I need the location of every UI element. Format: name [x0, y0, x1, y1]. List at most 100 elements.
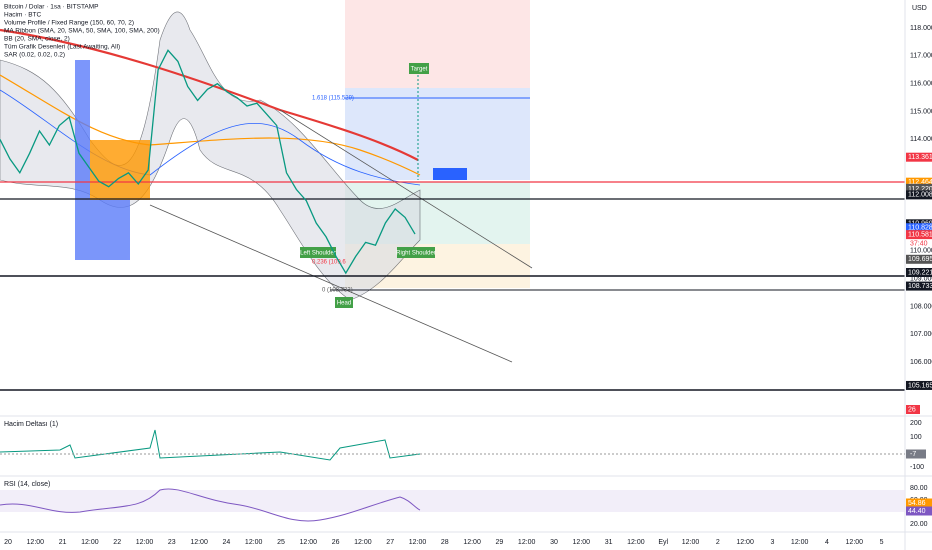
shoulder-box — [397, 247, 435, 258]
time-label: 12:00 — [300, 539, 318, 546]
time-label: 4 — [825, 539, 829, 546]
time-label: 5 — [880, 539, 884, 546]
rsi-title: RSI (14, close) — [4, 481, 50, 488]
delta-tick-label: 100 — [910, 434, 922, 441]
time-label: 12:00 — [136, 539, 154, 546]
time-label: 12:00 — [409, 539, 427, 546]
rsi-tick-label: 20.00 — [910, 521, 928, 528]
trend-line — [279, 109, 533, 269]
price-marker — [906, 177, 932, 187]
time-label: 12:00 — [627, 539, 645, 546]
time-label: 22 — [113, 539, 121, 546]
time-label: 12:00 — [791, 539, 809, 546]
price-tick-label: 114.000 — [910, 136, 932, 143]
time-label: 20 — [4, 539, 12, 546]
price-marker-label: 108.733 — [908, 283, 932, 290]
delta-tick-label: -100 — [910, 464, 924, 471]
time-label: 31 — [605, 539, 613, 546]
price-marker-label: 112.464 — [908, 179, 932, 186]
price-marker-label: 112.008 — [908, 192, 932, 199]
price-marker-label: 109.695 — [908, 256, 932, 263]
fib-label: 1.618 (115.529) — [312, 96, 354, 102]
price-marker — [906, 190, 932, 200]
ma-50 — [0, 89, 421, 186]
delta-current: -7 — [910, 451, 916, 458]
delta-histogram — [0, 429, 421, 461]
left-shoulder-label: Left Shoulder — [300, 251, 336, 257]
price-tick-label: 108.000 — [910, 303, 932, 310]
time-label: 30 — [550, 539, 558, 546]
rsi-marker — [906, 506, 932, 516]
time-label: Eyl — [658, 539, 668, 546]
fib-label: 0 (108.733) — [322, 288, 353, 294]
price-marker — [906, 223, 932, 233]
delta-marker — [906, 449, 926, 459]
price-tick-label: 107.000 — [910, 331, 932, 338]
price-marker — [906, 230, 932, 240]
alert-box[interactable] — [433, 168, 467, 180]
bollinger-band — [0, 11, 421, 301]
price-marker-label: 112.220 — [908, 186, 932, 193]
time-label: 23 — [168, 539, 176, 546]
time-label: 26 — [332, 539, 340, 546]
time-label: 24 — [223, 539, 231, 546]
time-label: 12:00 — [736, 539, 754, 546]
price-marker-label: 109.221 — [908, 269, 932, 276]
ma-200 — [0, 28, 419, 161]
price-marker — [906, 267, 932, 277]
price-marker-label: 110.828 — [908, 225, 932, 232]
time-label: 27 — [386, 539, 394, 546]
time-label: 12:00 — [518, 539, 536, 546]
time-label: 29 — [496, 539, 504, 546]
legend-line: BB (20, SMA, close, 2) — [4, 36, 70, 43]
rsi-marker — [906, 498, 932, 508]
target-label: Target — [411, 67, 428, 73]
price-marker-label: 105.165 — [908, 382, 932, 389]
price-marker-label: 113.361 — [908, 154, 932, 161]
price-tick-label: 110.000 — [910, 248, 932, 255]
price-tick-label: 118.000 — [910, 25, 932, 32]
price-marker — [906, 184, 932, 194]
volume-label: 26 — [908, 406, 916, 413]
price-tick-label: 117.000 — [910, 53, 932, 60]
time-label: 12:00 — [682, 539, 700, 546]
price-line — [0, 49, 416, 275]
time-label: 12:00 — [190, 539, 208, 546]
shoulder-box — [300, 247, 336, 258]
time-label: 12:00 — [27, 539, 45, 546]
price-marker-label: 110.581 — [908, 231, 932, 238]
rsi-tick-label: 80.00 — [910, 485, 928, 492]
ma-100 — [0, 74, 421, 176]
target-box — [409, 63, 429, 74]
delta-tick-label: 200 — [910, 420, 922, 427]
legend-line: Tüm Grafik Desenleri (Last Awaiting, All… — [4, 44, 120, 51]
legend-line: SAR (0.02, 0.02, 0.2) — [4, 52, 65, 59]
rsi-marker-label: 44.40 — [908, 508, 926, 515]
time-label: 12:00 — [245, 539, 263, 546]
time-label: 12:00 — [81, 539, 99, 546]
delta-title: Hacim Deltası (1) — [4, 421, 58, 428]
price-tick-label: 115.000 — [910, 108, 932, 115]
time-label: 25 — [277, 539, 285, 546]
reward-zone — [345, 88, 530, 180]
trend-line — [149, 204, 513, 363]
rsi-band — [0, 490, 905, 512]
head-box — [335, 297, 353, 308]
time-label: 12:00 — [354, 539, 372, 546]
countdown: 37:40 — [910, 240, 928, 247]
legend-line: Volume Profile / Fixed Range (150, 60, 7… — [4, 20, 134, 27]
price-tick-label: 106.000 — [910, 359, 932, 366]
legend-line: Bitcoin / Dolar · 1sa · BITSTAMP — [4, 4, 99, 11]
time-label: 12:00 — [573, 539, 591, 546]
legend-line: MA Ribbon (SMA, 20, SMA, 50, SMA, 100, S… — [4, 28, 160, 35]
head-label: Head — [337, 301, 351, 307]
price-marker — [906, 281, 932, 291]
volume-profile — [75, 60, 150, 260]
time-label: 28 — [441, 539, 449, 546]
rsi-line — [0, 488, 421, 522]
legend-line: Hacim · BTC — [4, 12, 42, 19]
time-label: 21 — [59, 539, 67, 546]
time-label: 3 — [770, 539, 774, 546]
fib-label: 0.236 (109.6 — [312, 260, 346, 266]
